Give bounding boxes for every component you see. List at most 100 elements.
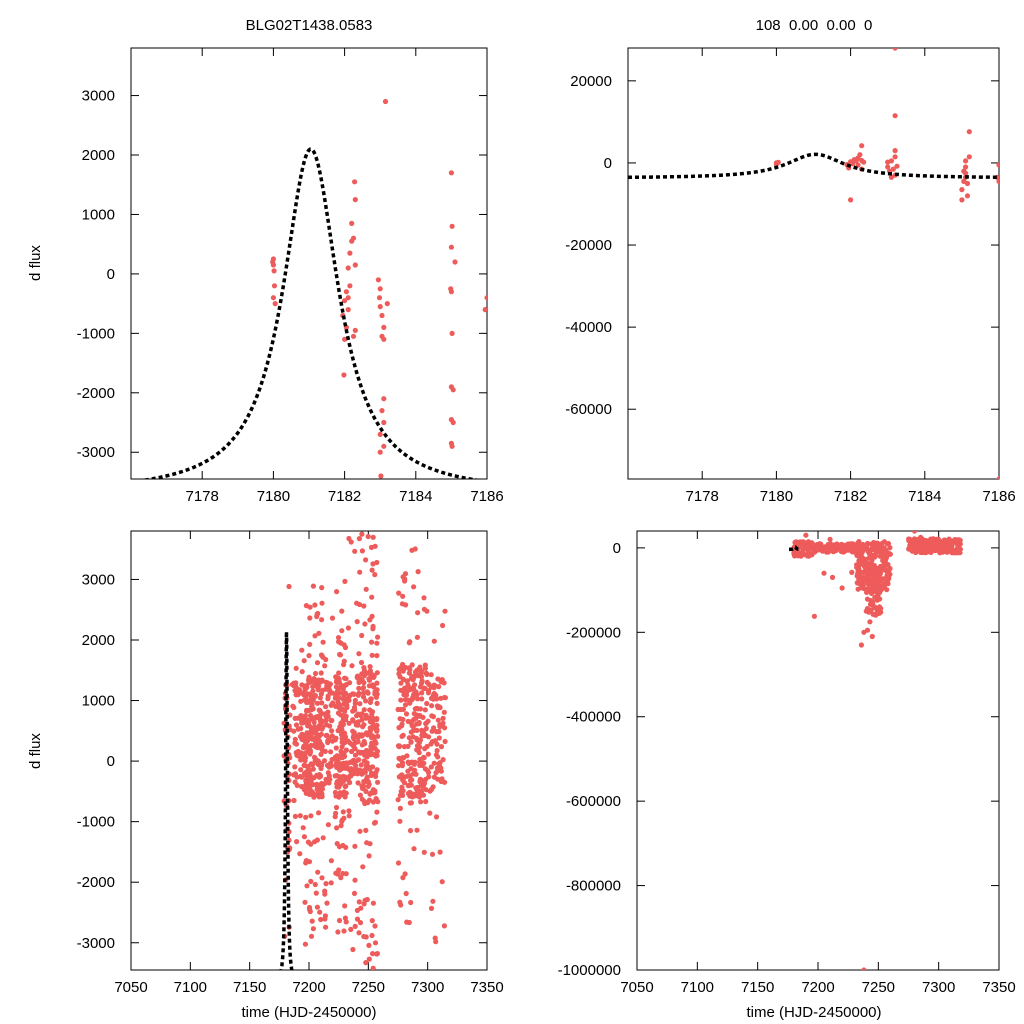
data-point: [372, 790, 378, 796]
data-point: [397, 805, 403, 812]
data-point: [352, 548, 358, 554]
data-point: [359, 783, 365, 789]
data-point: [298, 774, 305, 780]
data-point: [440, 715, 446, 722]
data-point: [429, 851, 436, 857]
data-point: [403, 692, 410, 698]
data-point: [794, 539, 800, 545]
data-point: [360, 864, 366, 870]
data-point: [802, 545, 808, 551]
data-point: [352, 179, 358, 185]
data-point: [338, 875, 344, 881]
data-point: [356, 757, 362, 763]
data-point: [423, 670, 430, 677]
bottom-right-panel: -1000000 -800000 -600000 -400000 -200000 0 705…: [558, 530, 1016, 996]
data-point: [407, 828, 414, 834]
data-point: [358, 659, 365, 666]
data-point: [314, 700, 321, 706]
data-point: [354, 916, 361, 922]
data-point: [885, 581, 891, 587]
y-tick-label: 20000: [570, 73, 612, 90]
data-point: [442, 608, 448, 614]
data-point: [345, 625, 351, 631]
data-point: [874, 589, 880, 596]
data-point: [338, 724, 344, 730]
data-point: [402, 578, 408, 584]
x-tick-label: 7184: [908, 488, 941, 505]
data-point: [301, 658, 307, 664]
data-point: [346, 808, 352, 814]
data-point: [369, 594, 375, 600]
bottom-left-x-label: time (HJD-2450000): [241, 1004, 376, 1021]
data-point: [334, 841, 340, 847]
top-left-panel: -3000 -2000 -1000 0 1000 2000 3000 7178 7180 7182…: [77, 47, 504, 505]
data-point: [885, 164, 891, 170]
data-point: [378, 473, 384, 479]
data-point: [398, 697, 404, 703]
data-point: [349, 663, 355, 669]
data-point: [350, 333, 357, 339]
data-point: [423, 787, 429, 793]
data-point: [324, 900, 330, 906]
data-point: [400, 716, 406, 723]
data-point: [421, 685, 427, 692]
data-point: [291, 728, 297, 734]
data-point: [291, 797, 297, 804]
data-point: [426, 774, 432, 780]
y-tick-label: 2000: [82, 632, 115, 649]
data-point: [374, 748, 381, 754]
data-point: [292, 813, 298, 820]
data-point: [367, 664, 373, 670]
data-point: [428, 905, 435, 912]
bottom-left-panel: -3000 -2000 -1000 0 1000 2000 3000 7050 7100 7150…: [77, 530, 504, 996]
data-point: [438, 744, 445, 750]
data-point: [366, 956, 372, 962]
data-point: [855, 553, 861, 559]
data-point: [370, 561, 376, 567]
data-point: [805, 553, 811, 559]
data-point: [873, 550, 879, 556]
data-point: [881, 558, 887, 564]
data-point: [411, 846, 417, 852]
data-point: [410, 694, 416, 700]
data-point: [412, 682, 418, 688]
data-point: [314, 904, 320, 910]
data-point: [323, 704, 329, 710]
data-point: [375, 277, 381, 283]
data-point: [421, 849, 427, 855]
data-point: [436, 728, 442, 735]
x-tick-label: 7300: [411, 979, 444, 996]
data-point: [319, 743, 325, 749]
data-point: [314, 783, 320, 789]
y-tick-label: -60000: [565, 401, 612, 418]
data-point: [356, 536, 362, 542]
x-tick-label: 7180: [257, 488, 290, 505]
data-point: [441, 694, 448, 701]
data-point: [929, 539, 935, 545]
y-tick-label: -2000: [77, 874, 115, 891]
data-point: [377, 286, 383, 292]
data-point: [424, 700, 430, 707]
data-point: [416, 719, 422, 726]
y-tick-label: -2000: [77, 385, 115, 402]
data-point: [411, 761, 417, 767]
data-point: [811, 613, 818, 619]
x-tick-label: 7186: [982, 488, 1015, 505]
data-point: [337, 776, 343, 782]
data-point: [377, 431, 383, 437]
data-point: [359, 671, 365, 677]
data-point: [307, 641, 313, 648]
data-point: [376, 295, 383, 301]
data-point: [431, 638, 437, 644]
data-point: [413, 771, 419, 777]
data-point: [272, 301, 278, 307]
data-point: [323, 776, 329, 782]
data-point: [422, 746, 428, 752]
data-point: [325, 822, 331, 828]
data-point: [397, 818, 403, 824]
data-point: [864, 627, 871, 633]
data-point: [408, 729, 414, 735]
data-point: [368, 672, 374, 678]
data-point: [996, 162, 999, 168]
data-point: [352, 327, 358, 333]
